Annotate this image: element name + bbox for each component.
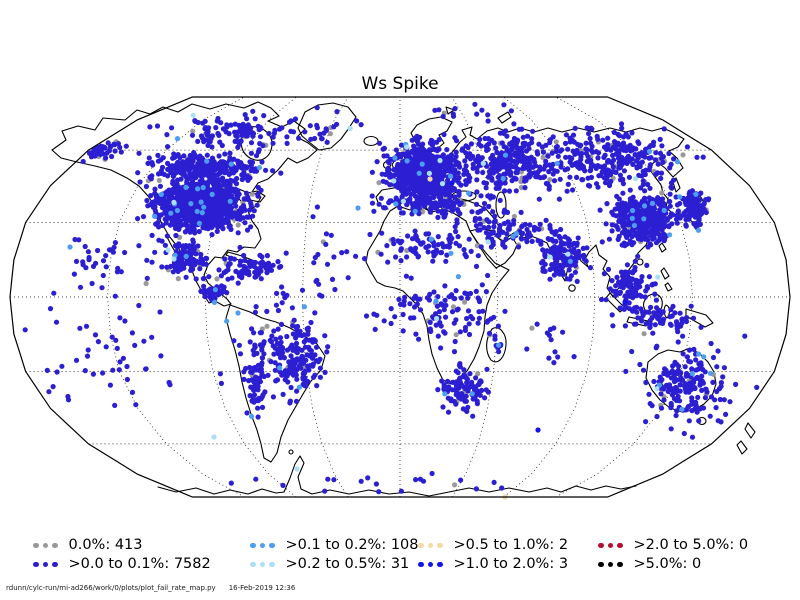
stations-layer — [22, 101, 760, 500]
chart-title: Ws Spike — [361, 74, 439, 94]
script-path: rdunn/cylc-run/mi-ad266/work/0/plots/plo… — [6, 584, 216, 592]
map-boundary — [9, 96, 791, 498]
timestamp: 16-Feb-2019 12:36 — [228, 584, 296, 592]
footer: rdunn/cylc-run/mi-ad266/work/0/plots/plo… — [6, 584, 295, 592]
